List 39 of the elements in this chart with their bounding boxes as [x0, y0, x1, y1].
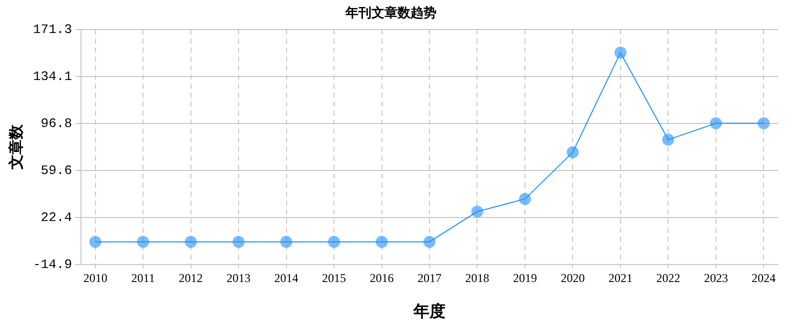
- point: [566, 146, 579, 158]
- point: [710, 117, 722, 130]
- point: [376, 236, 388, 248]
- point: [471, 206, 484, 218]
- x-tick-label: 2010: [83, 270, 108, 285]
- y-tick-label: 59.6: [40, 162, 72, 178]
- x-tick-label: 2023: [704, 270, 728, 285]
- y-tick-label: 134.1: [32, 68, 72, 84]
- y-tick-label: 171.3: [32, 22, 72, 38]
- x-tick-label: 2015: [322, 270, 346, 285]
- x-tick-label: 2017: [418, 270, 442, 285]
- x-tick-label: 2024: [752, 270, 776, 285]
- point: [137, 236, 150, 248]
- x-tick-label: 2018: [465, 270, 490, 285]
- x-tick-label: 2012: [178, 270, 203, 285]
- point: [89, 236, 102, 248]
- x-tick-label: 2014: [274, 270, 298, 285]
- point: [280, 236, 292, 248]
- y-axis-title: 文章数: [6, 124, 25, 170]
- point: [424, 236, 436, 248]
- y-tick-label: 22.4: [40, 210, 72, 225]
- point: [614, 46, 626, 59]
- x-tick-label: 2011: [131, 270, 155, 285]
- y-tick-label: 96.8: [40, 116, 72, 131]
- x-tick-label: 2013: [226, 270, 251, 285]
- x-tick-label: 2020: [560, 270, 585, 285]
- x-tick-label: 2019: [512, 270, 537, 285]
- point: [518, 192, 531, 205]
- point: [328, 236, 340, 248]
- x-axis-title: 年度: [412, 302, 446, 321]
- point: [184, 236, 197, 248]
- x-tick-label: 2022: [656, 270, 680, 285]
- x-tick-label: 2016: [370, 270, 394, 285]
- y-tick-label: -14.9: [32, 256, 72, 272]
- chart-title: 年刊文章数趋势: [344, 5, 436, 20]
- x-tick-label: 2021: [608, 270, 632, 285]
- point: [758, 117, 770, 130]
- point: [662, 134, 674, 146]
- point: [232, 236, 245, 248]
